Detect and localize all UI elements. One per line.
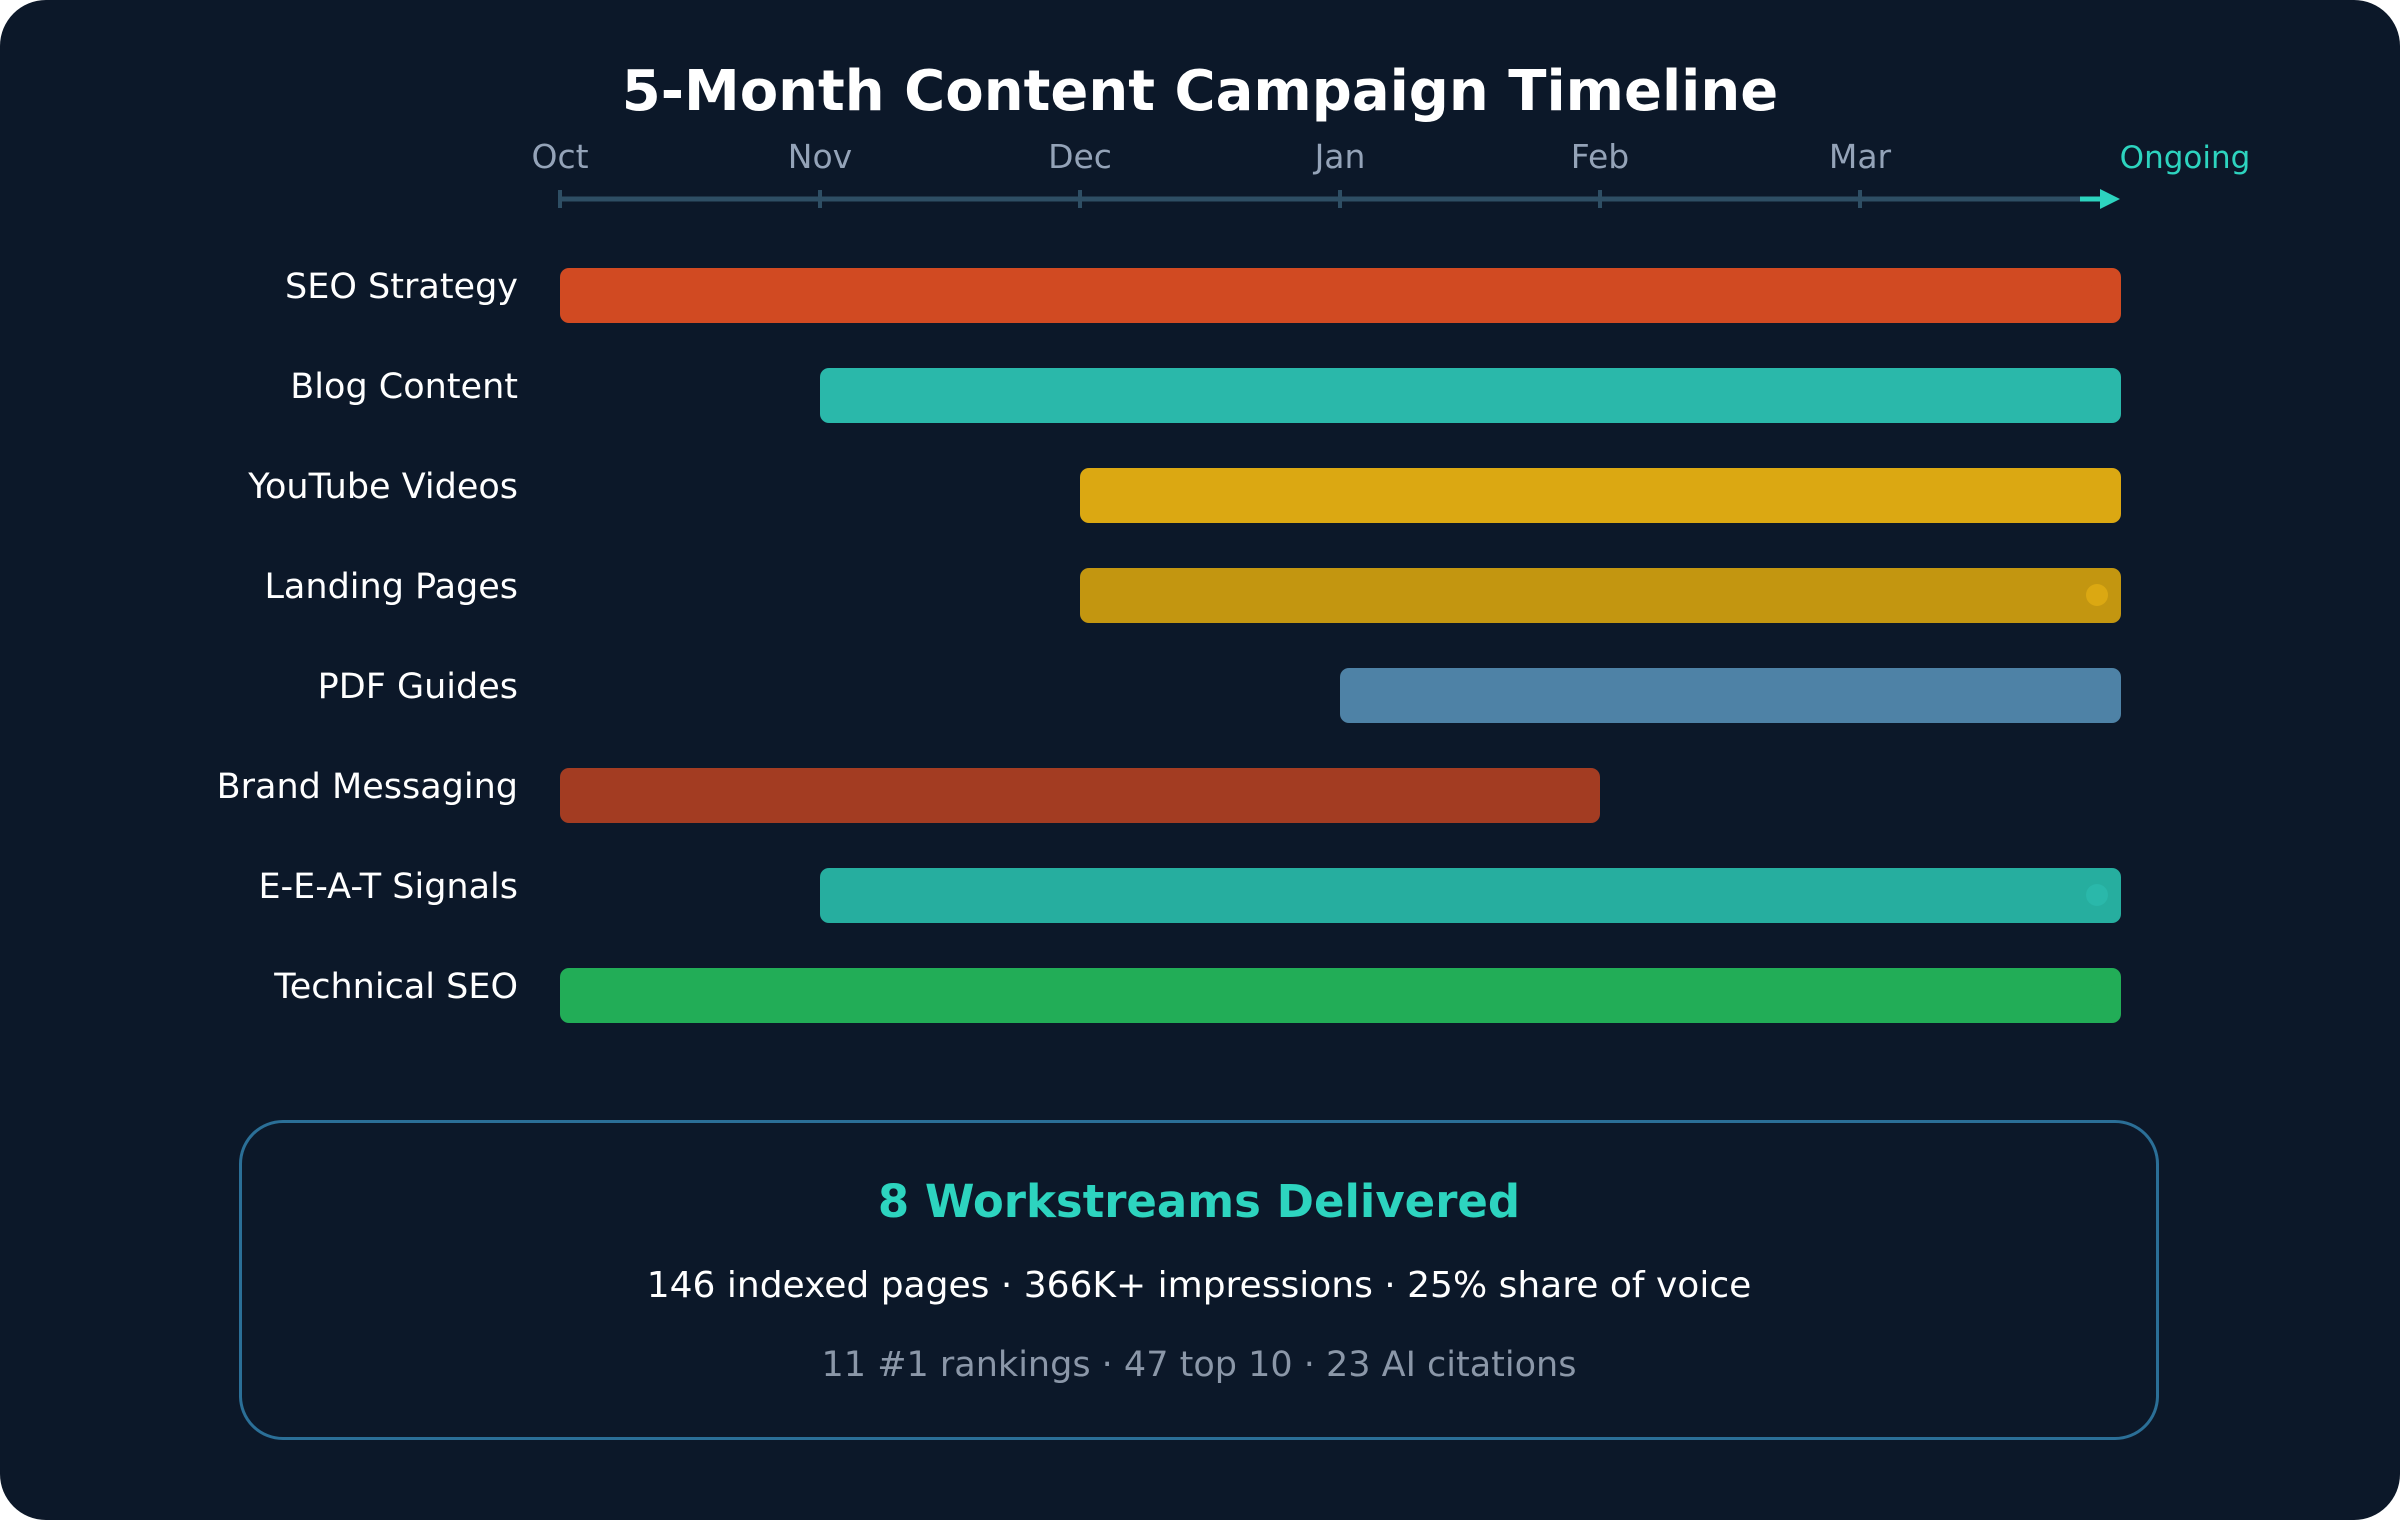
task-row: Landing Pages [264, 567, 2121, 623]
task-label: Landing Pages [264, 567, 518, 607]
summary-panel: 8 Workstreams Delivered 146 indexed page… [239, 1120, 2159, 1440]
task-label: SEO Strategy [285, 267, 518, 307]
task-row: PDF Guides [318, 667, 2121, 723]
task-label: Blog Content [290, 367, 518, 407]
ongoing-dot [2086, 384, 2108, 406]
task-row: SEO Strategy [285, 267, 2121, 323]
ongoing-dot [2086, 284, 2108, 306]
task-row: YouTube Videos [247, 467, 2121, 523]
task-rows: SEO Strategy Blog Content YouTube Videos La… [217, 267, 2121, 1023]
task-bar [1340, 668, 2121, 723]
summary-metrics-primary: 146 indexed pages · 366K+ impressions · … [646, 1265, 1752, 1306]
ongoing-dot [2086, 684, 2108, 706]
task-label: Technical SEO [273, 967, 518, 1007]
task-row: E-E-A-T Signals [258, 867, 2121, 923]
month-label: Nov [788, 137, 852, 176]
month-label: Feb [1571, 137, 1629, 176]
month-label: Jan [1313, 137, 1366, 176]
month-label: Mar [1829, 137, 1892, 176]
task-bar [560, 968, 2121, 1023]
task-label: Brand Messaging [217, 767, 518, 807]
task-bar [820, 868, 2121, 923]
ongoing-dot [2086, 984, 2108, 1006]
month-label: Dec [1048, 137, 1112, 176]
summary-title: 8 Workstreams Delivered [877, 1175, 1521, 1228]
task-row: Blog Content [290, 367, 2121, 423]
task-bar [560, 268, 2121, 323]
task-bar [560, 768, 1600, 823]
task-row: Technical SEO [273, 967, 2121, 1023]
task-label: PDF Guides [318, 667, 518, 707]
task-row: Brand Messaging [217, 767, 1600, 823]
timeline-axis: Oct Nov Dec Jan Feb Mar Ongoing [531, 137, 2250, 209]
ongoing-dot [2086, 884, 2108, 906]
task-bar [1080, 468, 2121, 523]
chart-title: 5-Month Content Campaign Timeline [622, 59, 1778, 124]
ongoing-label: Ongoing [2120, 140, 2251, 176]
summary-metrics-secondary: 11 #1 rankings · 47 top 10 · 23 AI citat… [821, 1345, 1577, 1385]
task-bar [820, 368, 2121, 423]
ongoing-dot [2086, 584, 2108, 606]
task-bar [1080, 568, 2121, 623]
axis-arrow-icon [2100, 189, 2120, 209]
task-label: YouTube Videos [247, 467, 518, 507]
task-label: E-E-A-T Signals [258, 867, 518, 907]
month-label: Oct [531, 137, 588, 176]
gantt-chart: 5-Month Content Campaign Timeline Oct Nov… [217, 59, 2250, 1023]
ongoing-dot [2086, 484, 2108, 506]
